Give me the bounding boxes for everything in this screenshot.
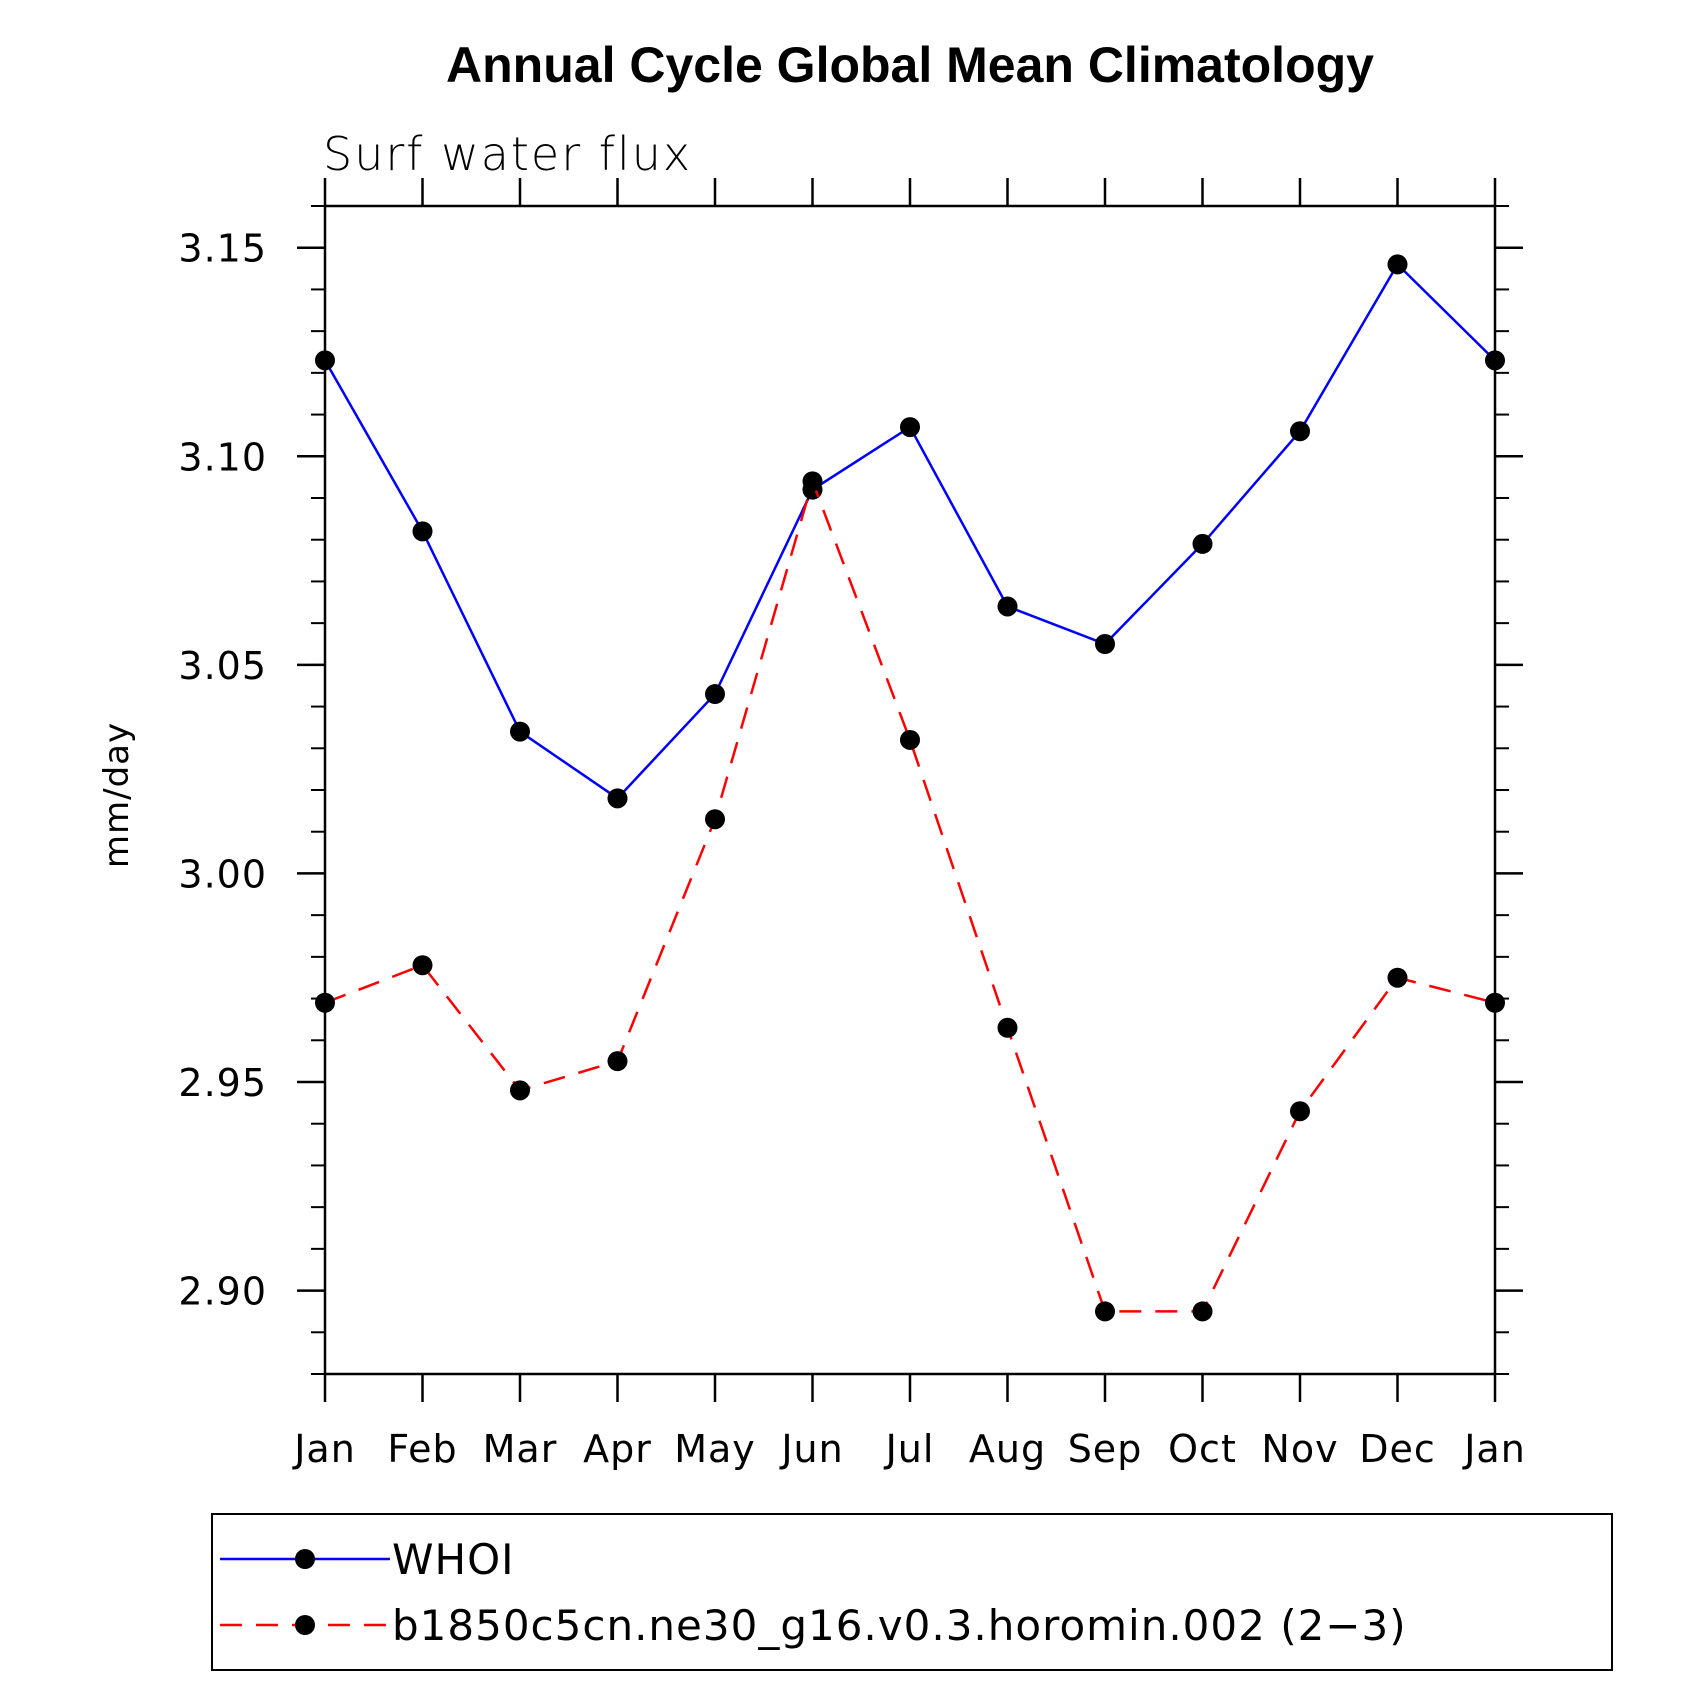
x-tick-label: Jan xyxy=(292,1427,356,1471)
series-line-0 xyxy=(323,262,1496,800)
data-point xyxy=(607,1051,628,1072)
legend-label: b1850c5cn.ne30_g16.v0.3.horomin.002 (2−3… xyxy=(392,1601,1407,1650)
x-tick-label: Sep xyxy=(1068,1427,1143,1471)
x-tick-label: Feb xyxy=(387,1427,457,1471)
x-tick-label: May xyxy=(674,1427,756,1471)
data-point xyxy=(1387,254,1408,275)
legend-marker xyxy=(295,1549,315,1569)
data-point xyxy=(802,471,823,492)
y-tick-label: 2.90 xyxy=(178,1270,267,1314)
data-point xyxy=(900,417,920,438)
data-point xyxy=(705,809,725,830)
y-tick-label: 3.15 xyxy=(178,227,267,271)
plot-frame xyxy=(323,204,1497,1376)
legend-marker xyxy=(295,1615,315,1635)
data-point xyxy=(510,721,530,742)
data-point xyxy=(315,992,335,1013)
data-point xyxy=(1095,634,1115,654)
legend-box xyxy=(211,1513,1613,1671)
data-point xyxy=(997,1017,1018,1038)
legend-label: WHOI xyxy=(392,1535,515,1584)
axes: Jan Feb Mar Apr May Jun Jul Aug Sep Oct Nov Dec Jan 3… xyxy=(178,178,1525,1471)
y-axis-label: mm/day xyxy=(97,722,137,868)
x-tick-label: Jun xyxy=(779,1427,843,1471)
series-layer xyxy=(315,254,1505,1322)
x-tick-label: Aug xyxy=(969,1427,1046,1471)
x-tick-label: Mar xyxy=(483,1427,558,1471)
x-tick-label: Jul xyxy=(884,1427,935,1471)
data-point xyxy=(705,684,725,705)
y-tick-label: 3.05 xyxy=(178,644,267,688)
x-tick-label: Dec xyxy=(1359,1427,1436,1471)
data-point xyxy=(1290,1101,1310,1122)
data-point xyxy=(1192,1301,1213,1322)
x-tick-label: Oct xyxy=(1168,1427,1237,1471)
x-tick-label: Apr xyxy=(583,1427,652,1471)
data-point xyxy=(997,596,1018,617)
data-point xyxy=(1192,533,1213,554)
y-tick-label: 2.95 xyxy=(178,1061,267,1105)
data-point xyxy=(1485,992,1505,1013)
data-point xyxy=(1387,967,1408,988)
chart-title: Annual Cycle Global Mean Climatology xyxy=(446,37,1374,93)
data-point xyxy=(607,788,628,809)
data-point xyxy=(1095,1301,1115,1322)
data-point xyxy=(1485,350,1505,371)
x-tick-label: Jan xyxy=(1462,1427,1526,1471)
data-point xyxy=(412,521,433,542)
y-tick-label: 3.10 xyxy=(178,435,267,479)
data-point xyxy=(900,729,920,750)
legend: WHOI b1850c5cn.ne30_g16.v0.3.horomin.002 … xyxy=(211,1513,1613,1671)
series-line-1 xyxy=(324,477,1496,1313)
chart-subtitle: Surf water flux xyxy=(323,127,692,181)
data-point xyxy=(315,350,335,371)
x-tick-label: Nov xyxy=(1261,1427,1338,1471)
y-tick-label: 3.00 xyxy=(178,852,267,896)
data-point xyxy=(412,955,433,976)
data-point xyxy=(1290,421,1310,442)
data-point xyxy=(510,1080,530,1101)
